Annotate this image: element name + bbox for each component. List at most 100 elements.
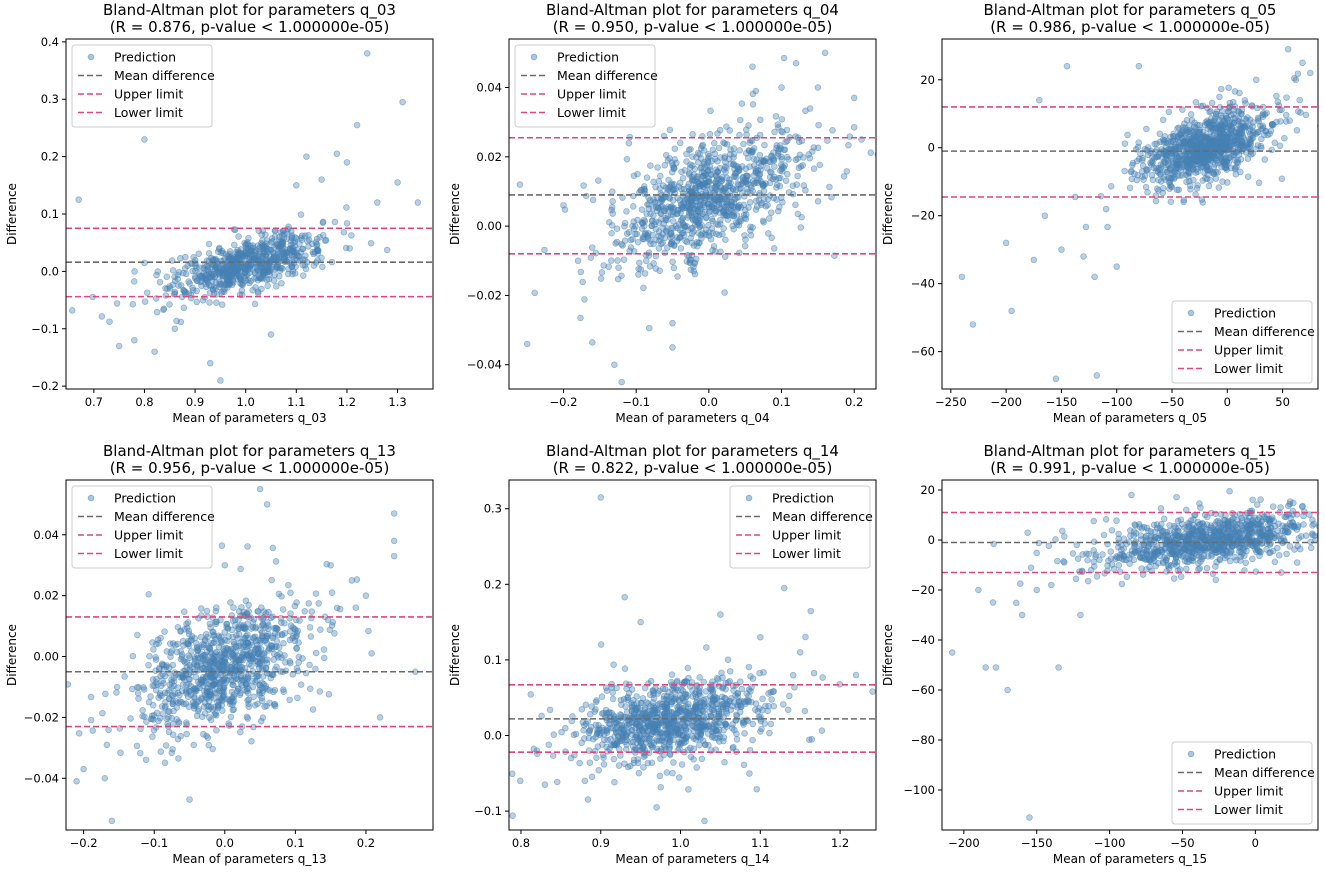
data-point: [797, 163, 805, 170]
data-point: [173, 716, 181, 723]
chart-title: Bland-Altman plot for parameters q_13: [103, 442, 396, 461]
data-point: [1036, 96, 1043, 104]
data-point: [193, 712, 201, 720]
data-point: [312, 590, 320, 597]
data-point: [740, 140, 747, 148]
data-point: [562, 724, 569, 732]
data-point: [1209, 570, 1217, 577]
data-point: [850, 94, 858, 102]
data-point: [229, 270, 236, 278]
legend-label: Mean difference: [1214, 324, 1315, 339]
data-point: [768, 209, 775, 216]
x-tick-label: 0.8: [135, 395, 153, 409]
data-point: [594, 729, 601, 737]
data-point: [640, 764, 647, 771]
data-point: [735, 249, 743, 257]
data-point: [180, 700, 187, 708]
data-point: [308, 608, 316, 615]
data-point: [781, 162, 789, 169]
x-tick-label: −150: [1046, 395, 1078, 409]
data-point: [174, 275, 181, 283]
data-point: [688, 225, 695, 232]
data-point: [662, 215, 670, 222]
data-point: [719, 208, 727, 215]
data-point: [685, 700, 692, 708]
x-axis-label: Mean of parameters q_14: [615, 852, 769, 866]
data-point: [600, 761, 608, 768]
data-point: [203, 271, 210, 279]
data-point: [1252, 130, 1260, 137]
data-point: [238, 604, 245, 611]
data-point: [702, 170, 709, 178]
data-point: [629, 203, 637, 210]
data-point: [747, 673, 754, 680]
data-point: [263, 501, 271, 508]
chart-panel-3: Bland-Altman plot for parameters q_05(R …: [881, 1, 1319, 425]
data-point: [250, 693, 257, 701]
data-point: [383, 246, 391, 254]
data-point: [1152, 197, 1160, 205]
data-point: [531, 289, 538, 297]
data-point: [201, 710, 209, 717]
data-point: [685, 728, 692, 735]
data-point: [630, 192, 637, 200]
data-point: [234, 246, 241, 254]
data-point: [306, 661, 313, 669]
data-point: [676, 692, 684, 699]
data-point: [734, 690, 741, 697]
data-point: [129, 685, 136, 693]
data-point: [1187, 186, 1194, 193]
data-point: [188, 648, 195, 655]
data-point: [683, 238, 691, 246]
data-point: [1159, 116, 1167, 124]
x-tick-label: 0.9: [592, 836, 610, 850]
data-point: [179, 681, 187, 688]
data-point: [1133, 157, 1141, 165]
data-point: [1142, 183, 1150, 191]
data-point: [315, 600, 322, 607]
data-point: [291, 602, 299, 610]
data-point: [1192, 135, 1199, 142]
data-point: [826, 183, 833, 191]
data-point: [711, 150, 719, 157]
data-point: [572, 730, 580, 738]
data-point: [285, 265, 292, 273]
x-tick-label: 1.0: [671, 836, 689, 850]
data-point: [623, 736, 631, 744]
data-point: [268, 643, 276, 650]
data-point: [316, 688, 324, 695]
data-point: [108, 817, 116, 825]
data-point: [198, 643, 206, 651]
data-point: [203, 687, 210, 694]
data-point: [618, 701, 625, 708]
data-point: [730, 150, 738, 158]
data-point: [670, 759, 677, 766]
data-point: [312, 649, 320, 657]
data-point: [1284, 45, 1292, 53]
data-point: [1163, 168, 1171, 176]
data-point: [245, 601, 252, 609]
data-point: [746, 139, 754, 146]
data-point: [207, 683, 215, 690]
data-point: [218, 650, 225, 657]
data-point: [701, 164, 708, 171]
data-point: [698, 723, 706, 731]
data-point: [153, 271, 160, 279]
data-point: [710, 720, 718, 727]
data-point: [215, 660, 222, 668]
data-point: [243, 675, 251, 683]
data-point: [765, 702, 772, 710]
data-point: [719, 684, 726, 692]
data-point: [783, 137, 791, 145]
data-point: [742, 150, 750, 157]
data-point: [1192, 157, 1199, 164]
data-point: [661, 249, 668, 256]
data-point: [235, 685, 242, 693]
legend-label: Mean difference: [114, 509, 215, 524]
data-point: [254, 288, 262, 295]
data-point: [768, 234, 775, 242]
data-point: [1211, 124, 1218, 131]
data-point: [1138, 565, 1145, 572]
data-point: [238, 263, 246, 271]
